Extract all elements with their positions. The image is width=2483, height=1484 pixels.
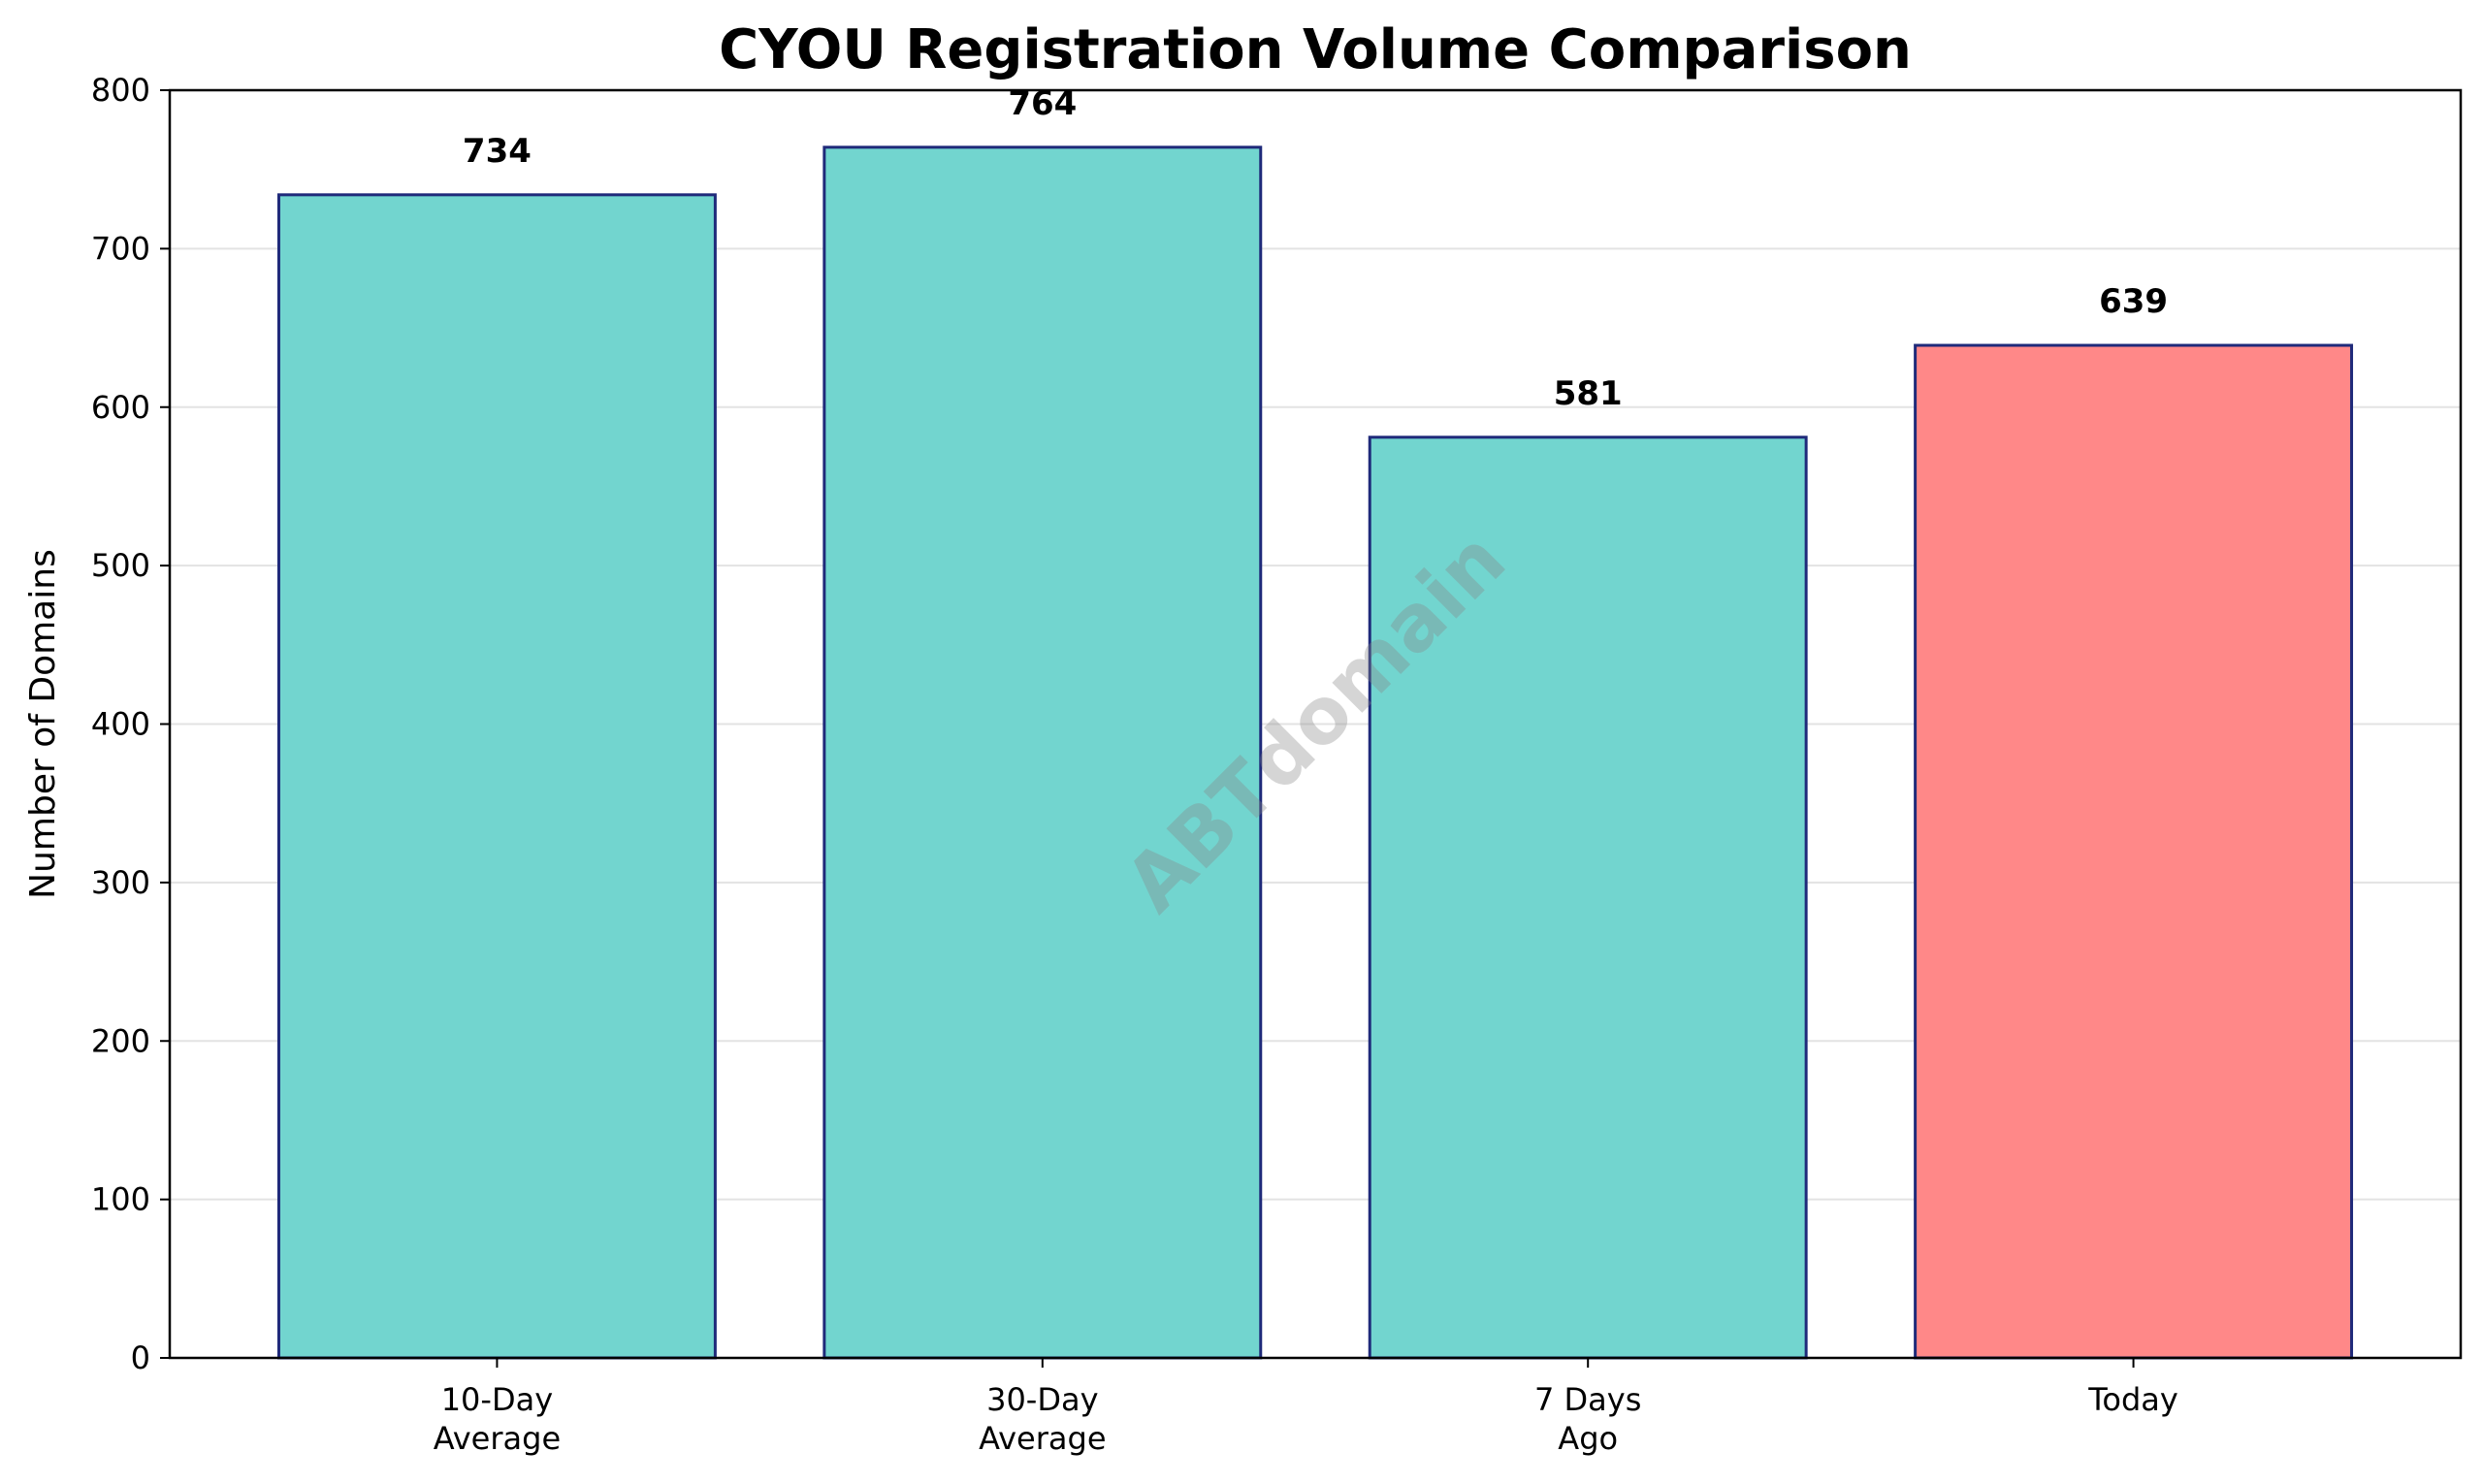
y-axis-ticks: 0 100 200 300 400 500 600 700 800 — [91, 72, 170, 1376]
x-axis-ticks: 10-Day Average 30-Day Average 7 Days Ago Today — [434, 1358, 2178, 1457]
value-label: 764 — [1008, 84, 1077, 123]
value-labels: 734 764 581 639 — [463, 84, 2168, 413]
y-tick-label: 100 — [91, 1181, 150, 1218]
x-tick-label: 10-Day Average — [434, 1381, 561, 1457]
y-tick-label: 0 — [131, 1339, 150, 1376]
y-tick-label: 400 — [91, 706, 150, 743]
y-tick-label: 700 — [91, 230, 150, 267]
y-tick-label: 200 — [91, 1022, 150, 1059]
bar — [276, 193, 717, 1360]
y-axis-label: Number of Domains — [23, 549, 63, 899]
bars — [276, 145, 2354, 1360]
bar — [1368, 436, 1808, 1360]
value-label: 639 — [2099, 282, 2168, 321]
y-tick-label: 600 — [91, 389, 150, 426]
bar — [1914, 343, 2354, 1360]
y-tick-label: 800 — [91, 72, 150, 109]
x-tick-label: Today — [2087, 1381, 2178, 1418]
x-tick-label: 7 Days Ago — [1534, 1381, 1641, 1457]
chart-title: CYOU Registration Volume Comparison — [719, 18, 1912, 81]
y-tick-label: 300 — [91, 864, 150, 901]
value-label: 581 — [1554, 374, 1623, 413]
bar — [822, 145, 1263, 1360]
y-tick-label: 500 — [91, 547, 150, 584]
x-tick-label: 30-Day Average — [979, 1381, 1106, 1457]
value-label: 734 — [463, 132, 532, 171]
